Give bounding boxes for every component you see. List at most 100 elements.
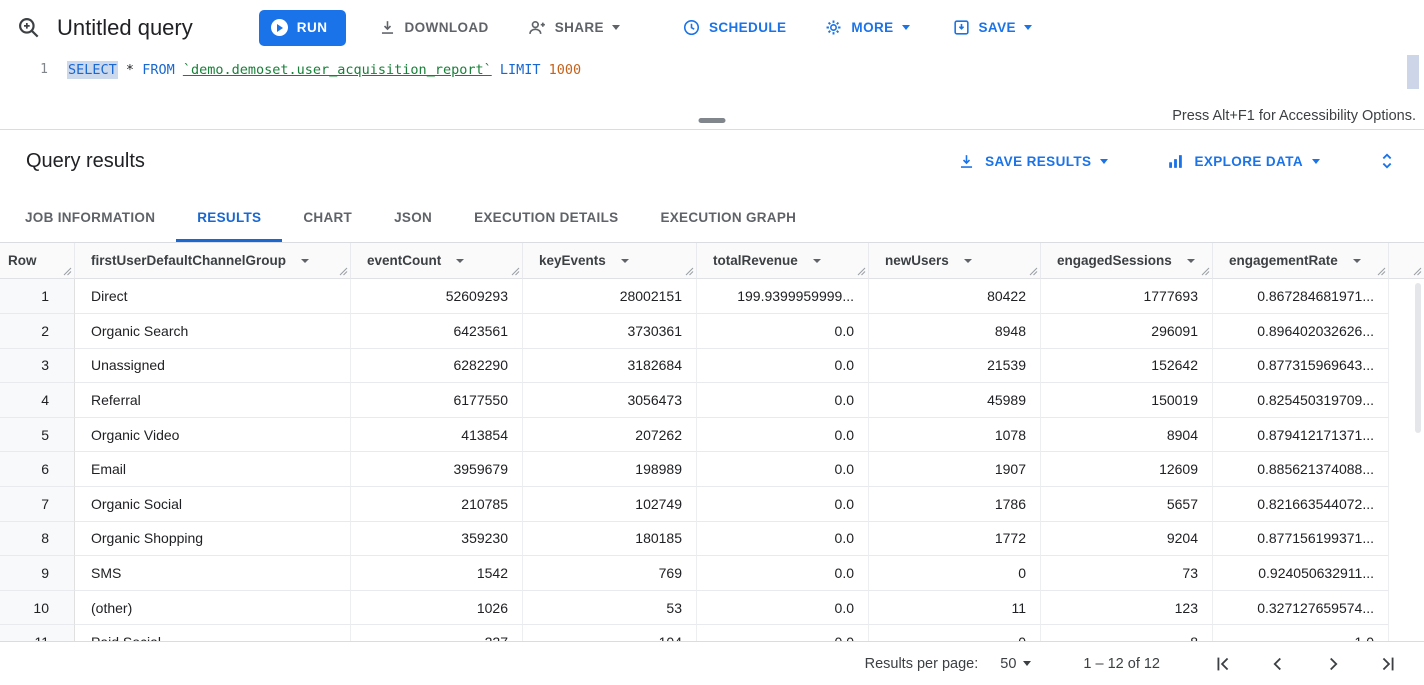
- table-row: 1 Direct 52609293 28002151 199.939995999…: [0, 279, 1424, 315]
- column-resize-icon[interactable]: [511, 267, 520, 276]
- tab-execution-details[interactable]: EXECUTION DETAILS: [453, 192, 639, 242]
- tab-execution-graph[interactable]: EXECUTION GRAPH: [639, 192, 817, 242]
- channel-cell: SMS: [75, 556, 351, 591]
- pane-resize-handle[interactable]: [698, 118, 726, 124]
- last-page-button[interactable]: [1374, 650, 1402, 678]
- column-header[interactable]: Row: [0, 243, 75, 280]
- channel-cell: Referral: [75, 383, 351, 418]
- schedule-button[interactable]: SCHEDULE: [678, 12, 790, 43]
- row-gutter: [1389, 487, 1424, 522]
- row-number-cell: 11: [0, 625, 75, 641]
- column-menu-button[interactable]: [811, 257, 823, 265]
- column-header[interactable]: eventCount: [351, 243, 523, 280]
- sql-number: 1000: [548, 61, 582, 78]
- key-events-cell: 3056473: [523, 383, 697, 418]
- download-button[interactable]: DOWNLOAD: [374, 12, 493, 43]
- sql-table-ref[interactable]: `demo.demoset.user_acquisition_report`: [182, 61, 492, 78]
- column-header[interactable]: newUsers: [869, 243, 1041, 280]
- next-page-button[interactable]: [1319, 650, 1347, 678]
- expand-results-button[interactable]: [1374, 148, 1400, 174]
- chevron-down-icon: [456, 258, 465, 263]
- engaged-sessions-cell: 12609: [1041, 452, 1213, 488]
- engaged-sessions-cell: 8904: [1041, 417, 1213, 453]
- column-resize-icon[interactable]: [1377, 267, 1386, 276]
- more-button[interactable]: MORE: [820, 12, 913, 43]
- total-revenue-cell: 199.9399959999...: [697, 279, 869, 315]
- tab-chart[interactable]: CHART: [282, 192, 373, 242]
- column-resize-icon[interactable]: [1029, 267, 1038, 276]
- column-resize-icon[interactable]: [339, 267, 348, 276]
- save-results-button[interactable]: SAVE RESULTS: [951, 151, 1114, 172]
- save-icon: [952, 18, 971, 37]
- sql-code[interactable]: SELECT * FROM `demo.demoset.user_acquisi…: [67, 60, 582, 79]
- event-count-cell: 413854: [351, 417, 523, 453]
- page-size-select[interactable]: 50: [994, 655, 1037, 673]
- table-row: 9 SMS 1542 769 0.0 0 73 0.924050632911..…: [0, 556, 1424, 591]
- line-number: 1: [40, 62, 48, 78]
- total-revenue-cell: 0.0: [697, 452, 869, 488]
- tab-results[interactable]: RESULTS: [176, 192, 282, 242]
- new-users-cell: 0: [869, 556, 1041, 591]
- table-row: 4 Referral 6177550 3056473 0.0 45989 150…: [0, 383, 1424, 418]
- column-header[interactable]: totalRevenue: [697, 243, 869, 280]
- table-scrollbar[interactable]: [1415, 283, 1421, 434]
- column-header[interactable]: engagedSessions: [1041, 243, 1213, 280]
- column-menu-button[interactable]: [454, 257, 466, 265]
- key-events-cell: 207262: [523, 417, 697, 453]
- last-page-icon: [1377, 653, 1399, 675]
- engagement-rate-cell: 1.0: [1213, 625, 1389, 641]
- chevron-down-icon: [1100, 158, 1109, 164]
- column-header[interactable]: firstUserDefaultChannelGroup: [75, 243, 351, 280]
- row-number-cell: 2: [0, 314, 75, 349]
- column-resize-icon[interactable]: [857, 267, 866, 276]
- row-number-cell: 8: [0, 521, 75, 557]
- new-users-cell: 80422: [869, 279, 1041, 315]
- first-page-button[interactable]: [1209, 650, 1237, 678]
- explore-data-button[interactable]: EXPLORE DATA: [1160, 151, 1326, 172]
- previous-page-button[interactable]: [1264, 650, 1292, 678]
- chevron-down-icon: [1312, 158, 1320, 164]
- column-header[interactable]: engagementRate: [1213, 243, 1389, 280]
- column-resize-icon[interactable]: [1201, 267, 1210, 276]
- new-users-cell: 1907: [869, 452, 1041, 488]
- sql-keyword: LIMIT: [499, 61, 541, 78]
- row-gutter: [1389, 452, 1424, 488]
- column-menu-button[interactable]: [962, 257, 974, 265]
- tab-json[interactable]: JSON: [373, 192, 453, 242]
- column-menu-button[interactable]: [1185, 257, 1197, 265]
- chevron-right-icon: [1322, 653, 1344, 675]
- key-events-cell: 198989: [523, 452, 697, 488]
- column-resize-icon[interactable]: [685, 267, 694, 276]
- play-icon: [270, 19, 288, 37]
- sql-editor[interactable]: 1 SELECT * FROM `demo.demoset.user_acqui…: [0, 55, 1424, 131]
- chevron-down-icon: [1023, 661, 1032, 666]
- run-button[interactable]: RUN: [258, 9, 346, 46]
- column-header-label: eventCount: [367, 253, 442, 269]
- total-revenue-cell: 0.0: [697, 487, 869, 522]
- channel-cell: (other): [75, 590, 351, 626]
- download-icon: [378, 18, 397, 37]
- column-resize-icon[interactable]: [63, 267, 72, 276]
- column-header[interactable]: keyEvents: [523, 243, 697, 280]
- table-row: 11 Paid Social 227 104 0.0 0 8 1.0: [0, 625, 1424, 641]
- column-menu-button[interactable]: [1351, 257, 1363, 265]
- key-events-cell: 180185: [523, 521, 697, 557]
- column-resize-icon[interactable]: [1413, 267, 1422, 276]
- row-number-cell: 3: [0, 348, 75, 384]
- column-menu-button[interactable]: [619, 257, 631, 265]
- person-add-icon: [527, 18, 547, 38]
- engagement-rate-cell: 0.867284681971...: [1213, 279, 1389, 315]
- engagement-rate-cell: 0.924050632911...: [1213, 556, 1389, 591]
- save-button[interactable]: SAVE: [948, 12, 1036, 43]
- tab-job-information[interactable]: JOB INFORMATION: [4, 192, 176, 242]
- sql-star: *: [125, 61, 135, 78]
- editor-scrollbar[interactable]: [1407, 55, 1419, 90]
- row-gutter: [1389, 625, 1424, 641]
- table-row: 7 Organic Social 210785 102749 0.0 1786 …: [0, 487, 1424, 522]
- clock-icon: [682, 18, 701, 37]
- column-menu-button[interactable]: [299, 257, 311, 265]
- engagement-rate-cell: 0.879412171371...: [1213, 417, 1389, 453]
- share-button[interactable]: SHARE: [523, 12, 624, 44]
- new-users-cell: 1078: [869, 417, 1041, 453]
- column-header-label: engagedSessions: [1057, 253, 1172, 269]
